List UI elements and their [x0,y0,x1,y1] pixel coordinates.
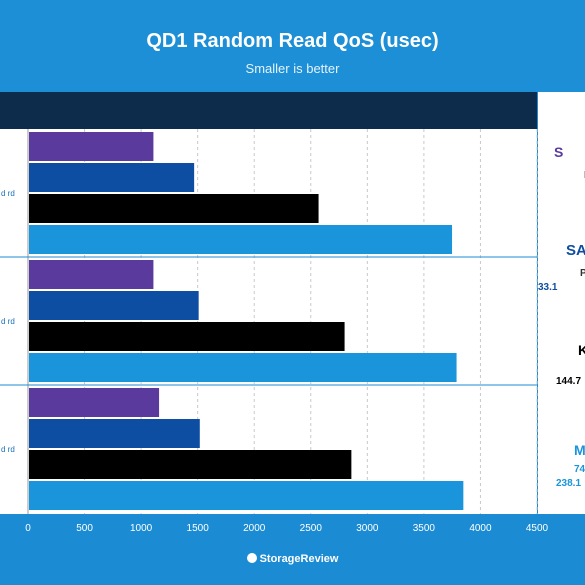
side-item-2: SA [566,242,585,259]
x-tick-label: 1500 [187,523,210,534]
bar [29,260,154,289]
brand-icon [246,553,257,563]
bar [29,163,195,192]
chart-subtitle: Smaller is better [245,61,340,76]
chart-header: QD1 Random Read QoS (usec) Smaller is be… [0,0,585,92]
side-item-7: M [574,442,585,458]
group-label: d rd [1,317,15,326]
x-tick-label: 3500 [413,523,436,534]
x-tick-label: 4000 [469,523,492,534]
side-item-5: K [578,342,585,358]
x-tick-label: 2000 [243,523,266,534]
side-item-4: 33.1 [538,282,558,293]
side-item-8: 74 [574,464,585,475]
bar [29,194,319,223]
plot-area [0,129,537,514]
x-tick-label: 500 [76,523,93,534]
bar [29,388,160,417]
side-item-6: 144.7 [556,376,582,387]
side-legend-panel: S P SA P 33.1 K 144.7 M 74 238.1 [537,92,585,514]
chart-title: QD1 Random Read QoS (usec) [146,30,439,52]
x-tick-label: 0 [25,523,31,534]
side-item-0: S [554,144,564,160]
bar [29,225,453,254]
bar [29,450,352,479]
x-tick-label: 4500 [526,523,549,534]
chart-footer [0,514,585,585]
side-item-9: 238.1 [556,478,582,489]
bar [29,132,154,161]
group-label: d rd [1,445,15,454]
bar [29,481,464,510]
bar [29,353,457,382]
group-label: d rd [1,189,15,198]
x-tick-label: 2500 [300,523,323,534]
x-tick-label: 3000 [356,523,379,534]
legend-bar [0,92,537,129]
side-item-3: P [580,268,585,279]
x-tick-label: 1000 [130,523,153,534]
bar [29,291,199,320]
brand-logo: StorageReview [0,553,585,565]
bar [29,322,345,351]
bar [29,419,200,448]
